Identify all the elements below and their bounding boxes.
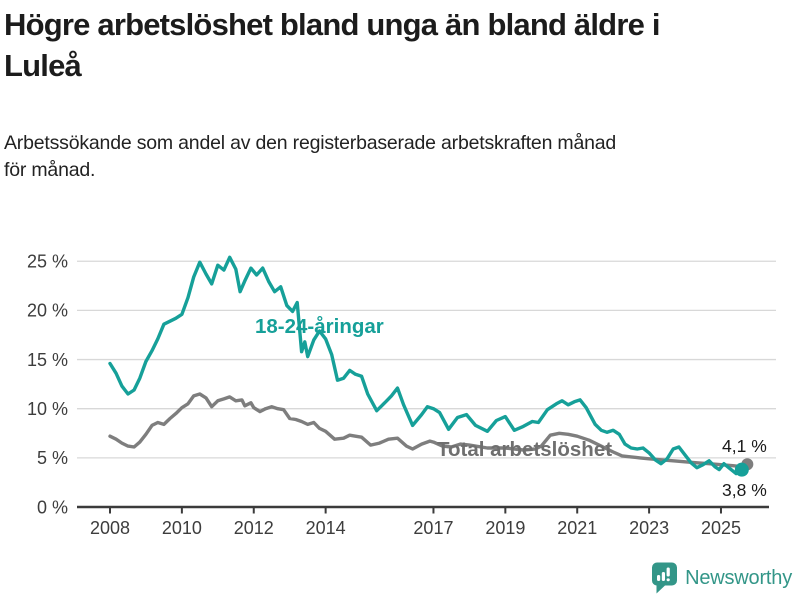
y-tick-label: 15 % — [27, 350, 68, 370]
series-label-total: Total arbetslöshet — [437, 438, 612, 461]
chart-subtitle-line1: Arbetssökande som andel av den registerb… — [4, 132, 617, 154]
x-tick-label: 2025 — [701, 518, 741, 538]
x-tick-label: 2019 — [485, 518, 525, 538]
x-tick-label: 2023 — [629, 518, 669, 538]
total-unemployment-line — [108, 392, 744, 469]
x-tick-label: 2012 — [234, 518, 274, 538]
chart-subtitle: Arbetssökande som andel av den registerb… — [4, 130, 774, 184]
series-label-youth: 18-24-åringar — [255, 315, 384, 338]
newsworthy-bubble-chart-icon — [652, 562, 678, 594]
x-tick-label: 2014 — [306, 518, 346, 538]
y-tick-label: 10 % — [27, 399, 68, 419]
youth-18-24-line — [108, 255, 744, 476]
chart-subtitle-line2: för månad. — [4, 159, 96, 181]
page-title-line1: Högre arbetslöshet bland unga än bland ä… — [4, 7, 660, 42]
x-tick-label: 2021 — [557, 518, 597, 538]
x-tick-label: 2008 — [90, 518, 130, 538]
x-tick-label: 2010 — [162, 518, 202, 538]
y-tick-label: 0 % — [37, 497, 68, 517]
page-title-line2: Luleå — [4, 48, 82, 83]
x-tick-label: 2017 — [413, 518, 453, 538]
y-tick-label: 25 % — [27, 252, 68, 272]
end-value-label-total: 4,1 % — [722, 436, 767, 456]
newsworthy-wordmark: Newsworthy — [685, 566, 792, 589]
end-value-label-youth: 3,8 % — [722, 480, 767, 500]
y-tick-label: 20 % — [27, 301, 68, 321]
page-title: Högre arbetslöshet bland unga än bland ä… — [4, 4, 796, 86]
youth-18-24-line-end-dot — [734, 462, 749, 477]
newsworthy-logo[interactable]: Newsworthy — [651, 562, 792, 594]
y-tick-label: 5 % — [37, 448, 68, 468]
